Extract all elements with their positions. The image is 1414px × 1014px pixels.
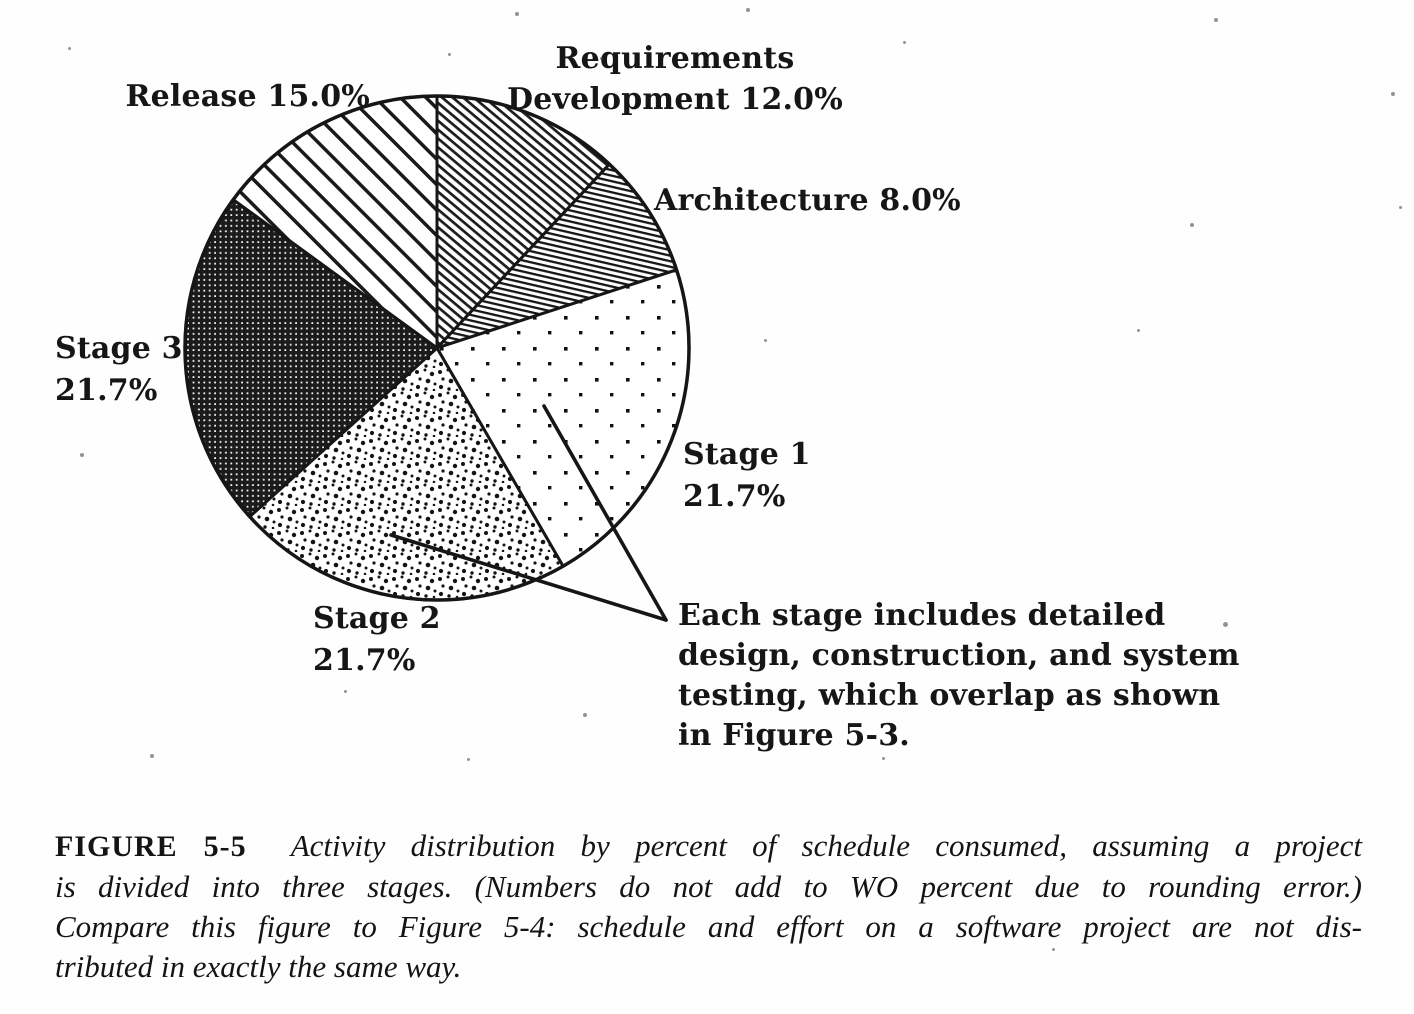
figure-number: FIGURE 5-5 [55, 830, 247, 863]
caption-line: is divided into three stages. (Numbers d… [55, 869, 1362, 904]
scan-noise-speck [1399, 206, 1402, 209]
label-release: Release 15.0% [125, 79, 370, 114]
scan-noise-speck [1391, 92, 1395, 96]
annotation-leader-line [389, 533, 668, 622]
label-stage-2: Stage 2 21.7% [313, 601, 441, 678]
scan-noise-speck [1052, 948, 1055, 951]
scan-noise-speck [467, 758, 470, 761]
annotation-note: Each stage includes detailed design, con… [678, 598, 1240, 753]
scan-noise-speck [448, 53, 451, 56]
caption-line: Compare this figure to Figure 5-4: sched… [55, 909, 1362, 944]
scan-noise-speck [1214, 18, 1218, 22]
caption-text: Activity distribution by percent of sche… [290, 828, 1363, 863]
scan-noise-speck [68, 47, 71, 50]
pie-outline [183, 94, 691, 602]
label-architecture: Architecture 8.0% [654, 183, 961, 218]
caption-line: tributed in exactly the same way. [55, 949, 462, 984]
scan-noise-speck [80, 453, 84, 457]
scan-noise-speck [583, 713, 587, 717]
scan-noise-speck [1223, 622, 1228, 627]
scan-noise-speck [1190, 223, 1194, 227]
scan-noise-speck [344, 690, 347, 693]
label-requirements-development: Requirements Development 12.0% [507, 41, 843, 117]
figure-caption: FIGURE 5-5 Activity distribution by perce… [55, 826, 1362, 987]
label-stage-1: Stage 1 21.7% [683, 437, 811, 514]
annotation-leader-line [542, 404, 668, 622]
scan-noise-speck [150, 754, 154, 758]
scan-noise-speck [1137, 329, 1140, 332]
pie-chart-svg [183, 94, 691, 622]
label-stage-3: Stage 3 21.7% [55, 331, 183, 408]
scan-noise-speck [764, 339, 767, 342]
scan-noise-speck [746, 8, 750, 12]
scan-noise-speck [903, 41, 906, 44]
caption-line: FIGURE 5-5 Activity distribution by perce… [55, 826, 1362, 867]
scan-noise-speck [600, 57, 603, 60]
scan-noise-speck [882, 757, 885, 760]
pie-chart-figure: Release 15.0% Requirements Development 1… [55, 41, 1240, 753]
scan-noise-speck [515, 12, 519, 16]
